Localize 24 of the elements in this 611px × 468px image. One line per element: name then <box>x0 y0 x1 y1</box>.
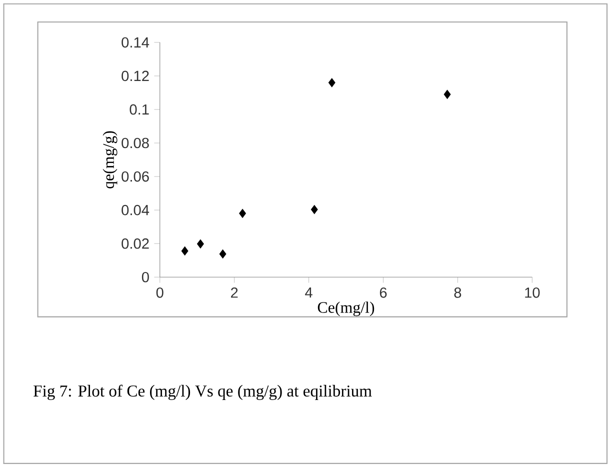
x-axis-title: Ce(mg/l) <box>318 302 374 316</box>
y-tick-label: 0.06 <box>122 171 149 182</box>
y-tick-label: 0.02 <box>122 238 149 249</box>
y-tick-label: 0.1 <box>130 104 149 115</box>
x-tick-label: 8 <box>454 287 462 298</box>
point <box>239 208 246 218</box>
point <box>310 205 318 214</box>
point <box>197 239 204 248</box>
caption: Fig 7: Plot of Ce (mg/l) Vs qe (mg/g) at eqilibrium <box>34 384 372 400</box>
point <box>328 78 336 88</box>
y-tick-label: 0.08 <box>122 138 149 148</box>
y-tick-label: 0.04 <box>122 204 150 216</box>
point <box>444 90 451 99</box>
y-tick-label: 0 <box>142 272 149 282</box>
x-tick-label: 0 <box>156 287 164 298</box>
x-tick-label: 6 <box>380 287 387 298</box>
y-tick-label: 0.14 <box>122 37 150 48</box>
point <box>181 246 188 256</box>
x-tick-label: 2 <box>231 287 238 298</box>
y-tick-label: 0.12 <box>122 70 149 82</box>
x-tick-label: 10 <box>525 287 540 298</box>
point <box>219 249 226 258</box>
y-axis-title: qe(mg/g) <box>102 131 118 188</box>
x-tick-label: 4 <box>305 287 312 298</box>
